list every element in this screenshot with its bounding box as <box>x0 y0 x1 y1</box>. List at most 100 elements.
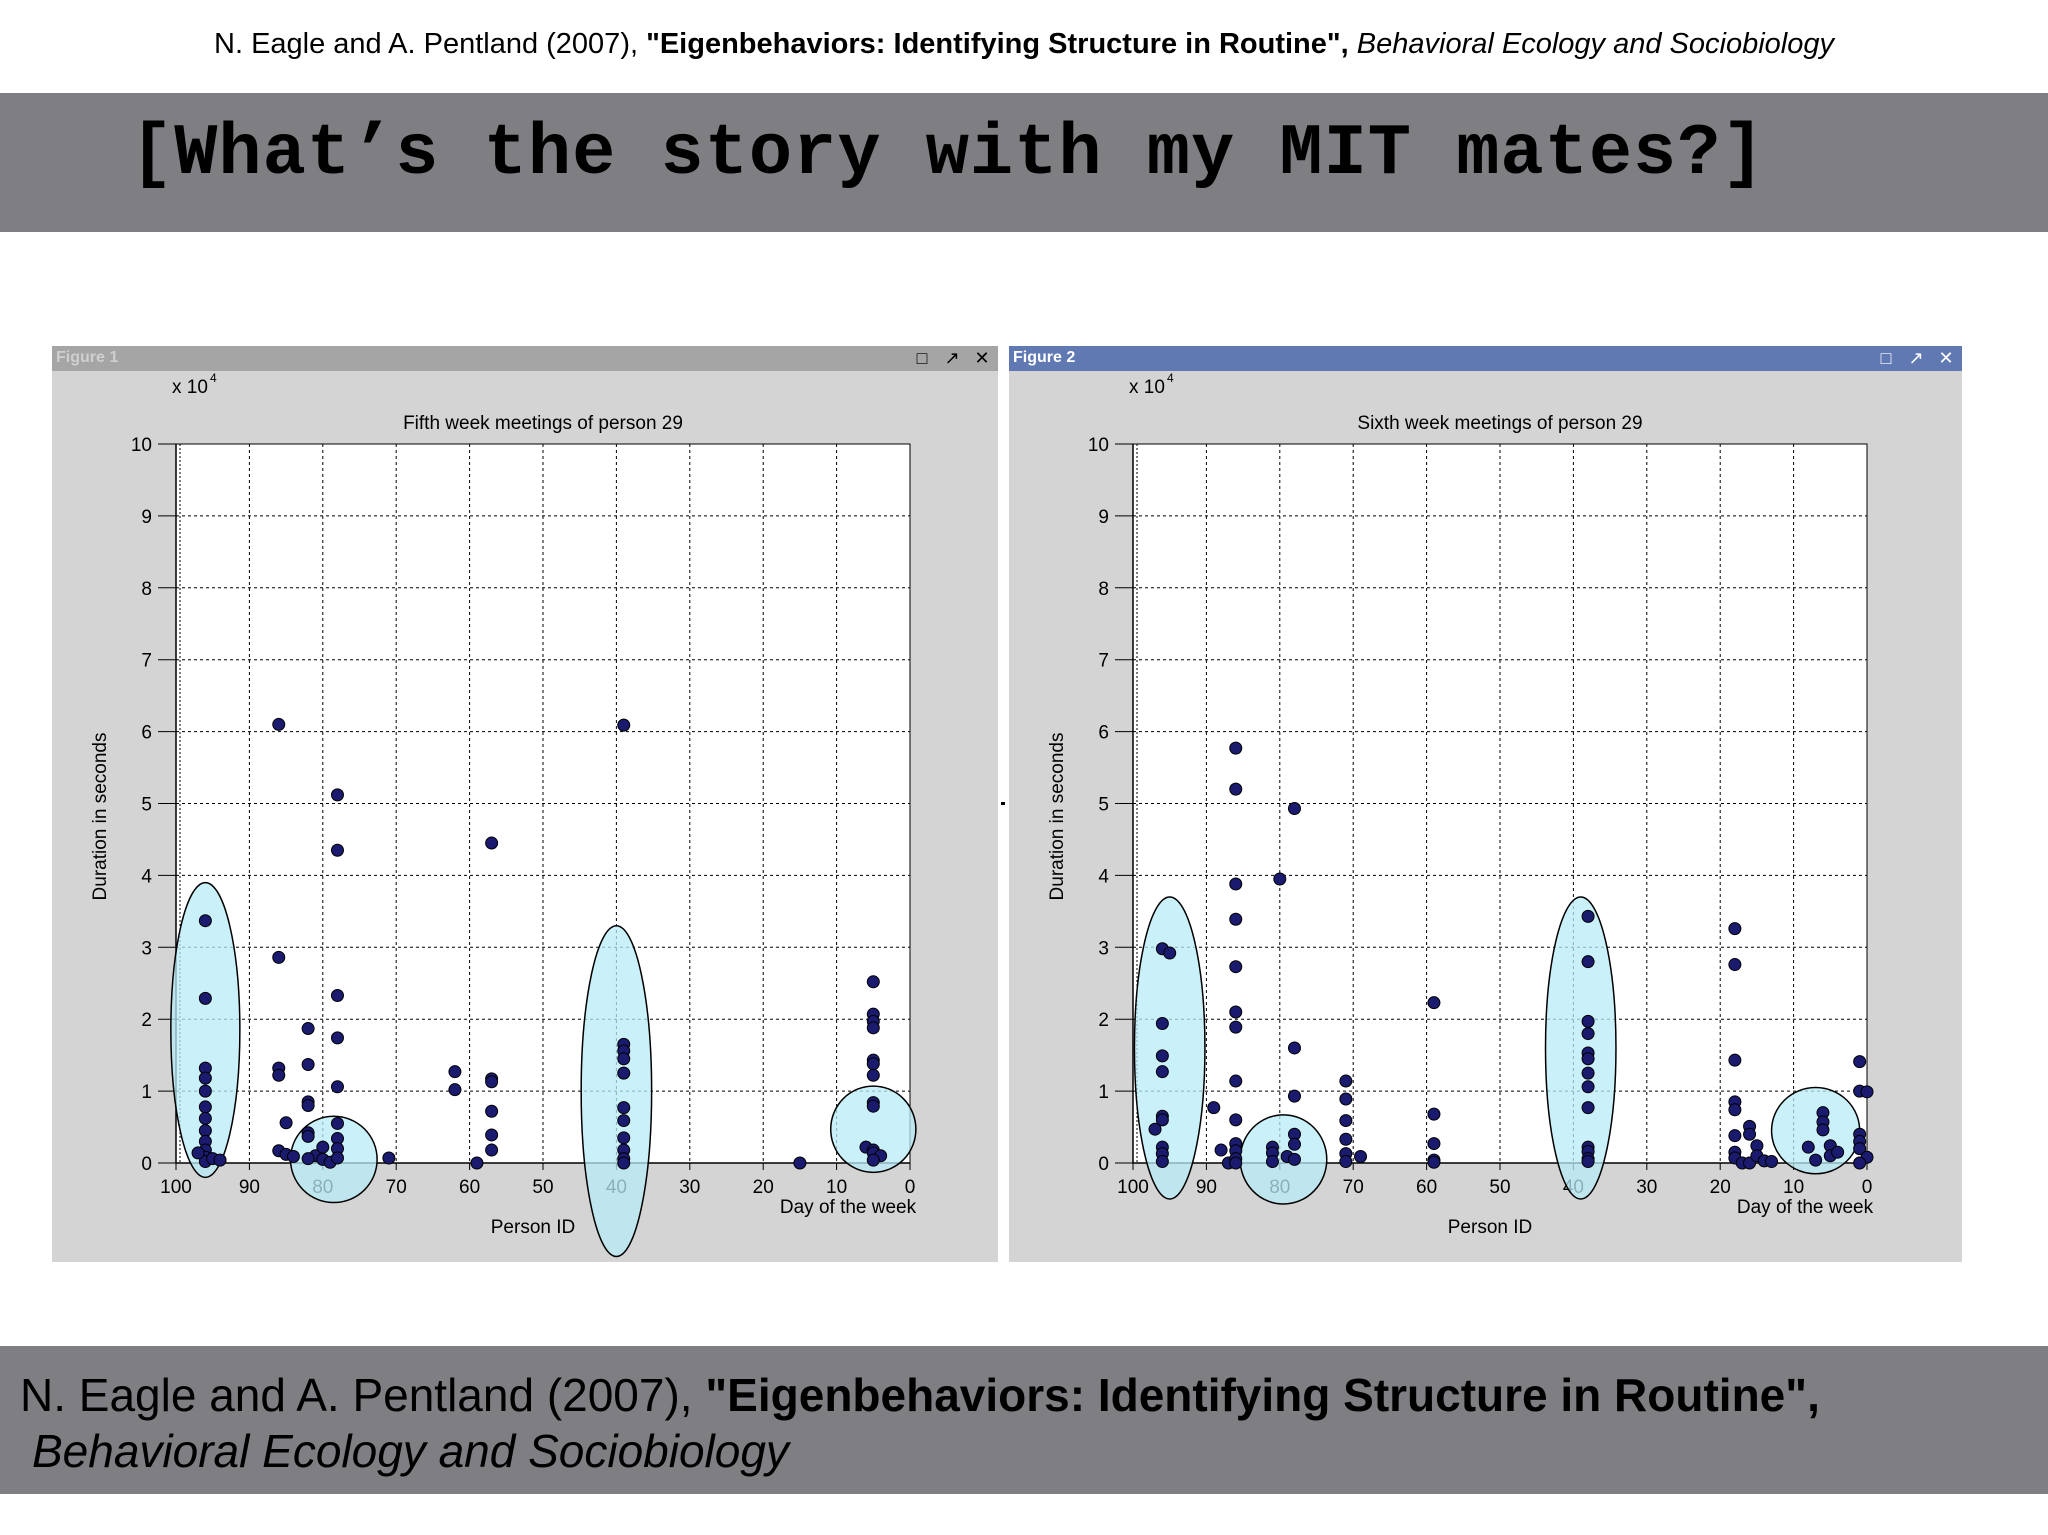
cluster-ellipse <box>829 1085 917 1174</box>
y-tick-label: 5 <box>1098 795 1109 816</box>
x-tick-label: 60 <box>459 1177 480 1198</box>
close-icon[interactable]: ✕ <box>974 348 990 368</box>
x-tick-label: 90 <box>1196 1177 1217 1198</box>
data-point <box>1354 1150 1368 1164</box>
x-tick-label: 30 <box>679 1177 700 1198</box>
data-point <box>1265 1155 1279 1169</box>
bottom-citation-title: "Eigenbehaviors: Identifying Structure i… <box>705 1369 1820 1421</box>
data-point <box>617 1052 631 1066</box>
data-point <box>272 717 286 731</box>
data-point <box>1860 1085 1874 1099</box>
bottom-citation-band: N. Eagle and A. Pentland (2007), "Eigenb… <box>0 1346 2048 1494</box>
x-tick-label: 70 <box>386 1177 407 1198</box>
data-point <box>1287 1152 1301 1166</box>
data-point <box>301 1098 315 1112</box>
data-point <box>1287 1137 1301 1151</box>
close-icon[interactable]: ✕ <box>1938 348 1954 368</box>
y-tick-label: 0 <box>1098 1154 1109 1175</box>
chart-title: Fifth week meetings of person 29 <box>403 413 683 434</box>
data-point <box>1229 741 1243 755</box>
data-point <box>1427 1155 1441 1169</box>
y-tick-label: 3 <box>141 938 152 959</box>
maximize-icon[interactable]: □ <box>916 348 928 368</box>
data-point <box>470 1156 484 1170</box>
citation-authors: N. Eagle and A. Pentland (2007), <box>214 28 639 60</box>
data-point <box>617 1101 631 1115</box>
data-point <box>617 1131 631 1145</box>
figure-1-title: Figure 1 <box>56 349 119 366</box>
data-point <box>617 718 631 732</box>
chart-sixth-week: 1009080706050403020100012345678910Sixth … <box>1047 371 1874 1238</box>
x-tick-label: 90 <box>239 1177 260 1198</box>
x-tick-label: 10 <box>1783 1177 1804 1198</box>
data-point <box>866 1057 880 1071</box>
data-point <box>1287 1089 1301 1103</box>
data-point <box>316 1140 330 1154</box>
x-axis-label-secondary: Day of the week <box>780 1197 917 1218</box>
data-point <box>617 1114 631 1128</box>
data-point <box>1214 1143 1228 1157</box>
x-tick-label: 50 <box>532 1177 553 1198</box>
data-point <box>198 1071 212 1085</box>
data-point <box>1229 782 1243 796</box>
data-point <box>1427 996 1441 1010</box>
data-point <box>1853 1055 1867 1069</box>
data-point <box>448 1065 462 1079</box>
figure-2-titlebar[interactable]: Figure 2 □ ↗ ✕ <box>1009 346 1962 371</box>
slide-title: [What’s the story with my MIT mates?] <box>130 113 1766 195</box>
figure-2-window: Figure 2 □ ↗ ✕ 1009080706050403020100012… <box>1009 346 1962 1262</box>
undock-icon[interactable]: ↗ <box>1908 348 1924 368</box>
y-tick-label: 10 <box>1088 435 1109 456</box>
y-tick-label: 4 <box>141 866 152 887</box>
data-point <box>1155 1049 1169 1063</box>
data-point <box>485 1128 499 1142</box>
data-point <box>448 1083 462 1097</box>
x-tick-label: 20 <box>1710 1177 1731 1198</box>
data-point <box>1229 877 1243 891</box>
bottom-citation-authors: N. Eagle and A. Pentland (2007), <box>20 1369 693 1421</box>
x-axis-label: Person ID <box>491 1217 575 1238</box>
x-tick-label: 20 <box>753 1177 774 1198</box>
data-point <box>1728 922 1742 936</box>
y-tick-label: 8 <box>141 579 152 600</box>
data-point <box>866 975 880 989</box>
data-point <box>1155 1113 1169 1127</box>
data-point <box>1148 1122 1162 1136</box>
undock-icon[interactable]: ↗ <box>944 348 960 368</box>
data-point <box>1229 1005 1243 1019</box>
y-tick-label: 1 <box>141 1082 152 1103</box>
data-point <box>1743 1127 1757 1141</box>
data-point <box>866 1068 880 1082</box>
data-point <box>330 843 344 857</box>
figure-1-window: Figure 1 □ ↗ ✕ 1009080706050403020100012… <box>52 346 998 1262</box>
data-point <box>1581 1101 1595 1115</box>
bottom-citation-line1: N. Eagle and A. Pentland (2007), "Eigenb… <box>20 1368 1820 1422</box>
data-point <box>198 1124 212 1138</box>
x-tick-label: 0 <box>1862 1177 1873 1198</box>
cluster-ellipse <box>580 924 653 1258</box>
data-point <box>866 1021 880 1035</box>
y-tick-label: 6 <box>1098 723 1109 744</box>
y-tick-label: 0 <box>141 1154 152 1175</box>
figure-1-titlebar[interactable]: Figure 1 □ ↗ ✕ <box>52 346 998 371</box>
y-tick-label: 10 <box>131 435 152 456</box>
data-point <box>1581 1014 1595 1028</box>
x-tick-label: 100 <box>1117 1177 1149 1198</box>
data-point <box>1207 1101 1221 1115</box>
maximize-icon[interactable]: □ <box>1880 348 1892 368</box>
data-point <box>191 1146 205 1160</box>
data-point <box>1287 802 1301 816</box>
data-point <box>286 1150 300 1164</box>
bottom-citation-journal: Behavioral Ecology and Sociobiology <box>32 1425 789 1477</box>
y-axis-label: Duration in seconds <box>1047 733 1068 901</box>
data-point <box>1581 1080 1595 1094</box>
cluster-ellipse <box>170 881 241 1179</box>
cluster-ellipse <box>1544 896 1617 1200</box>
citation-journal: Behavioral Ecology and Sociobiology <box>1356 28 1834 60</box>
x-axis-label: Person ID <box>1448 1217 1532 1238</box>
data-point <box>1339 1074 1353 1088</box>
x-tick-label: 0 <box>905 1177 916 1198</box>
data-point <box>272 1068 286 1082</box>
y-tick-label: 7 <box>141 651 152 672</box>
data-point <box>1728 1129 1742 1143</box>
